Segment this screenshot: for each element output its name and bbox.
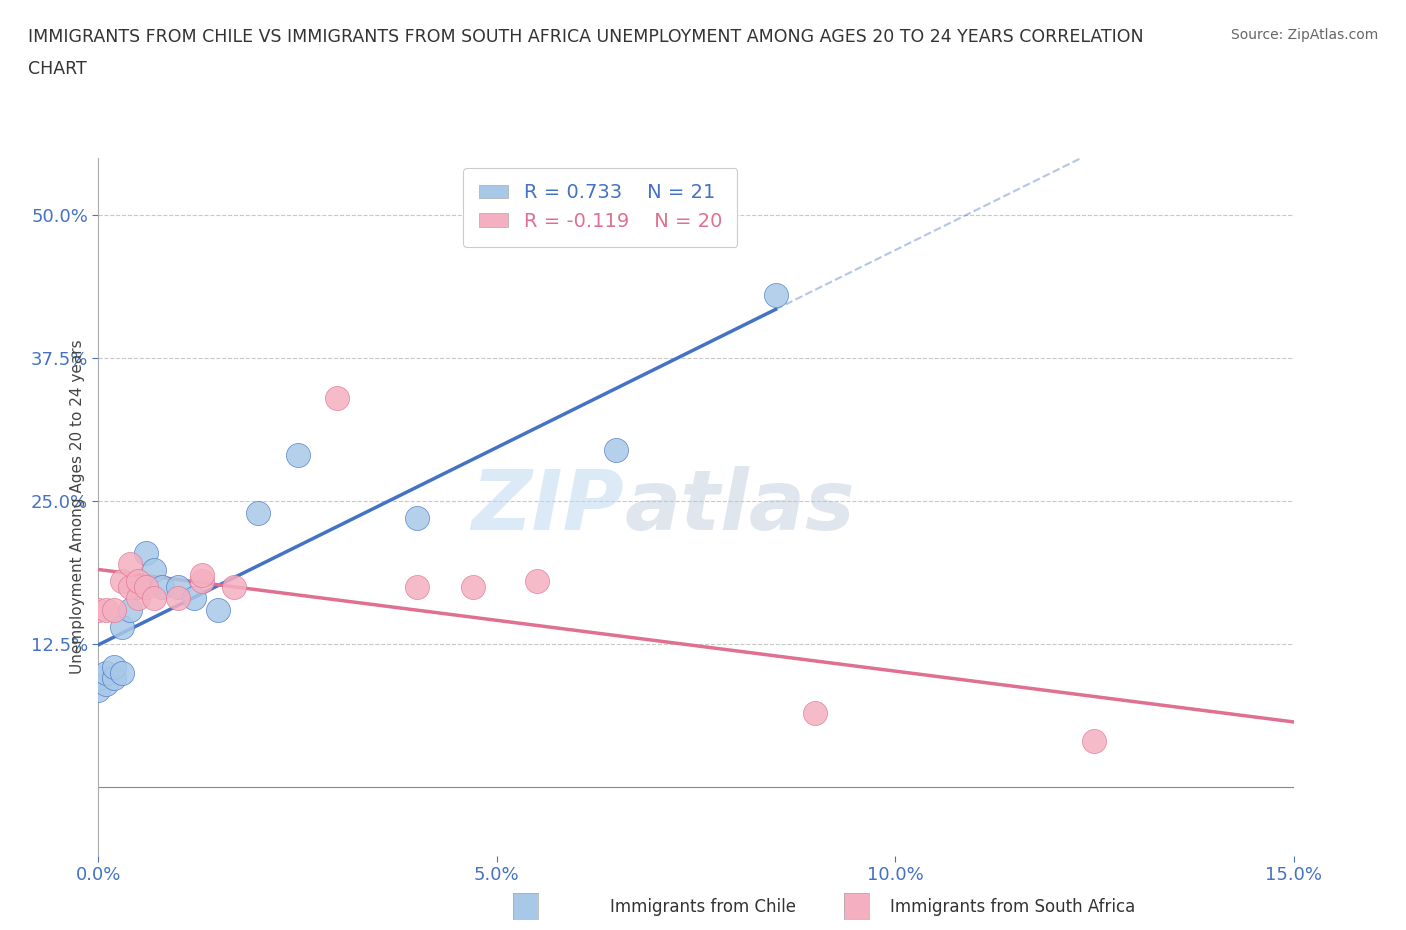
Point bbox=[326, 391, 349, 405]
Point bbox=[87, 683, 110, 698]
Point bbox=[103, 671, 125, 685]
Point bbox=[183, 591, 205, 605]
Point bbox=[127, 574, 149, 589]
Point bbox=[96, 677, 118, 692]
Point bbox=[127, 591, 149, 605]
Text: atlas: atlas bbox=[624, 466, 855, 548]
Point bbox=[120, 579, 142, 594]
Legend: R = 0.733    N = 21, R = -0.119    N = 20: R = 0.733 N = 21, R = -0.119 N = 20 bbox=[463, 167, 738, 246]
Point bbox=[96, 665, 118, 680]
Point bbox=[1083, 734, 1105, 749]
Text: Immigrants from South Africa: Immigrants from South Africa bbox=[890, 897, 1135, 916]
Point bbox=[135, 545, 157, 560]
Point bbox=[111, 619, 134, 634]
Point bbox=[207, 603, 229, 618]
Point bbox=[191, 574, 214, 589]
Point bbox=[765, 288, 787, 303]
Point bbox=[605, 443, 627, 458]
Point bbox=[127, 579, 149, 594]
Point bbox=[461, 579, 484, 594]
Text: IMMIGRANTS FROM CHILE VS IMMIGRANTS FROM SOUTH AFRICA UNEMPLOYMENT AMONG AGES 20: IMMIGRANTS FROM CHILE VS IMMIGRANTS FROM… bbox=[28, 28, 1143, 46]
Point bbox=[87, 603, 110, 618]
Point bbox=[120, 556, 142, 571]
Point bbox=[103, 659, 125, 674]
Point bbox=[135, 579, 157, 594]
Point bbox=[96, 603, 118, 618]
Point bbox=[87, 671, 110, 685]
Point bbox=[167, 591, 190, 605]
Point bbox=[111, 574, 134, 589]
Text: Immigrants from Chile: Immigrants from Chile bbox=[610, 897, 796, 916]
Point bbox=[246, 505, 269, 520]
Point bbox=[804, 705, 827, 720]
Point bbox=[222, 579, 245, 594]
Point bbox=[167, 579, 190, 594]
Text: CHART: CHART bbox=[28, 60, 87, 78]
Point bbox=[526, 574, 548, 589]
Text: Source: ZipAtlas.com: Source: ZipAtlas.com bbox=[1230, 28, 1378, 42]
Point bbox=[191, 568, 214, 583]
Point bbox=[143, 563, 166, 578]
Point bbox=[120, 603, 142, 618]
Y-axis label: Unemployment Among Ages 20 to 24 years: Unemployment Among Ages 20 to 24 years bbox=[69, 339, 84, 674]
Point bbox=[103, 603, 125, 618]
Point bbox=[143, 591, 166, 605]
Point bbox=[111, 665, 134, 680]
Point bbox=[287, 448, 309, 463]
Point bbox=[406, 511, 429, 525]
Point bbox=[406, 579, 429, 594]
Text: ZIP: ZIP bbox=[471, 466, 624, 548]
Point bbox=[150, 579, 173, 594]
